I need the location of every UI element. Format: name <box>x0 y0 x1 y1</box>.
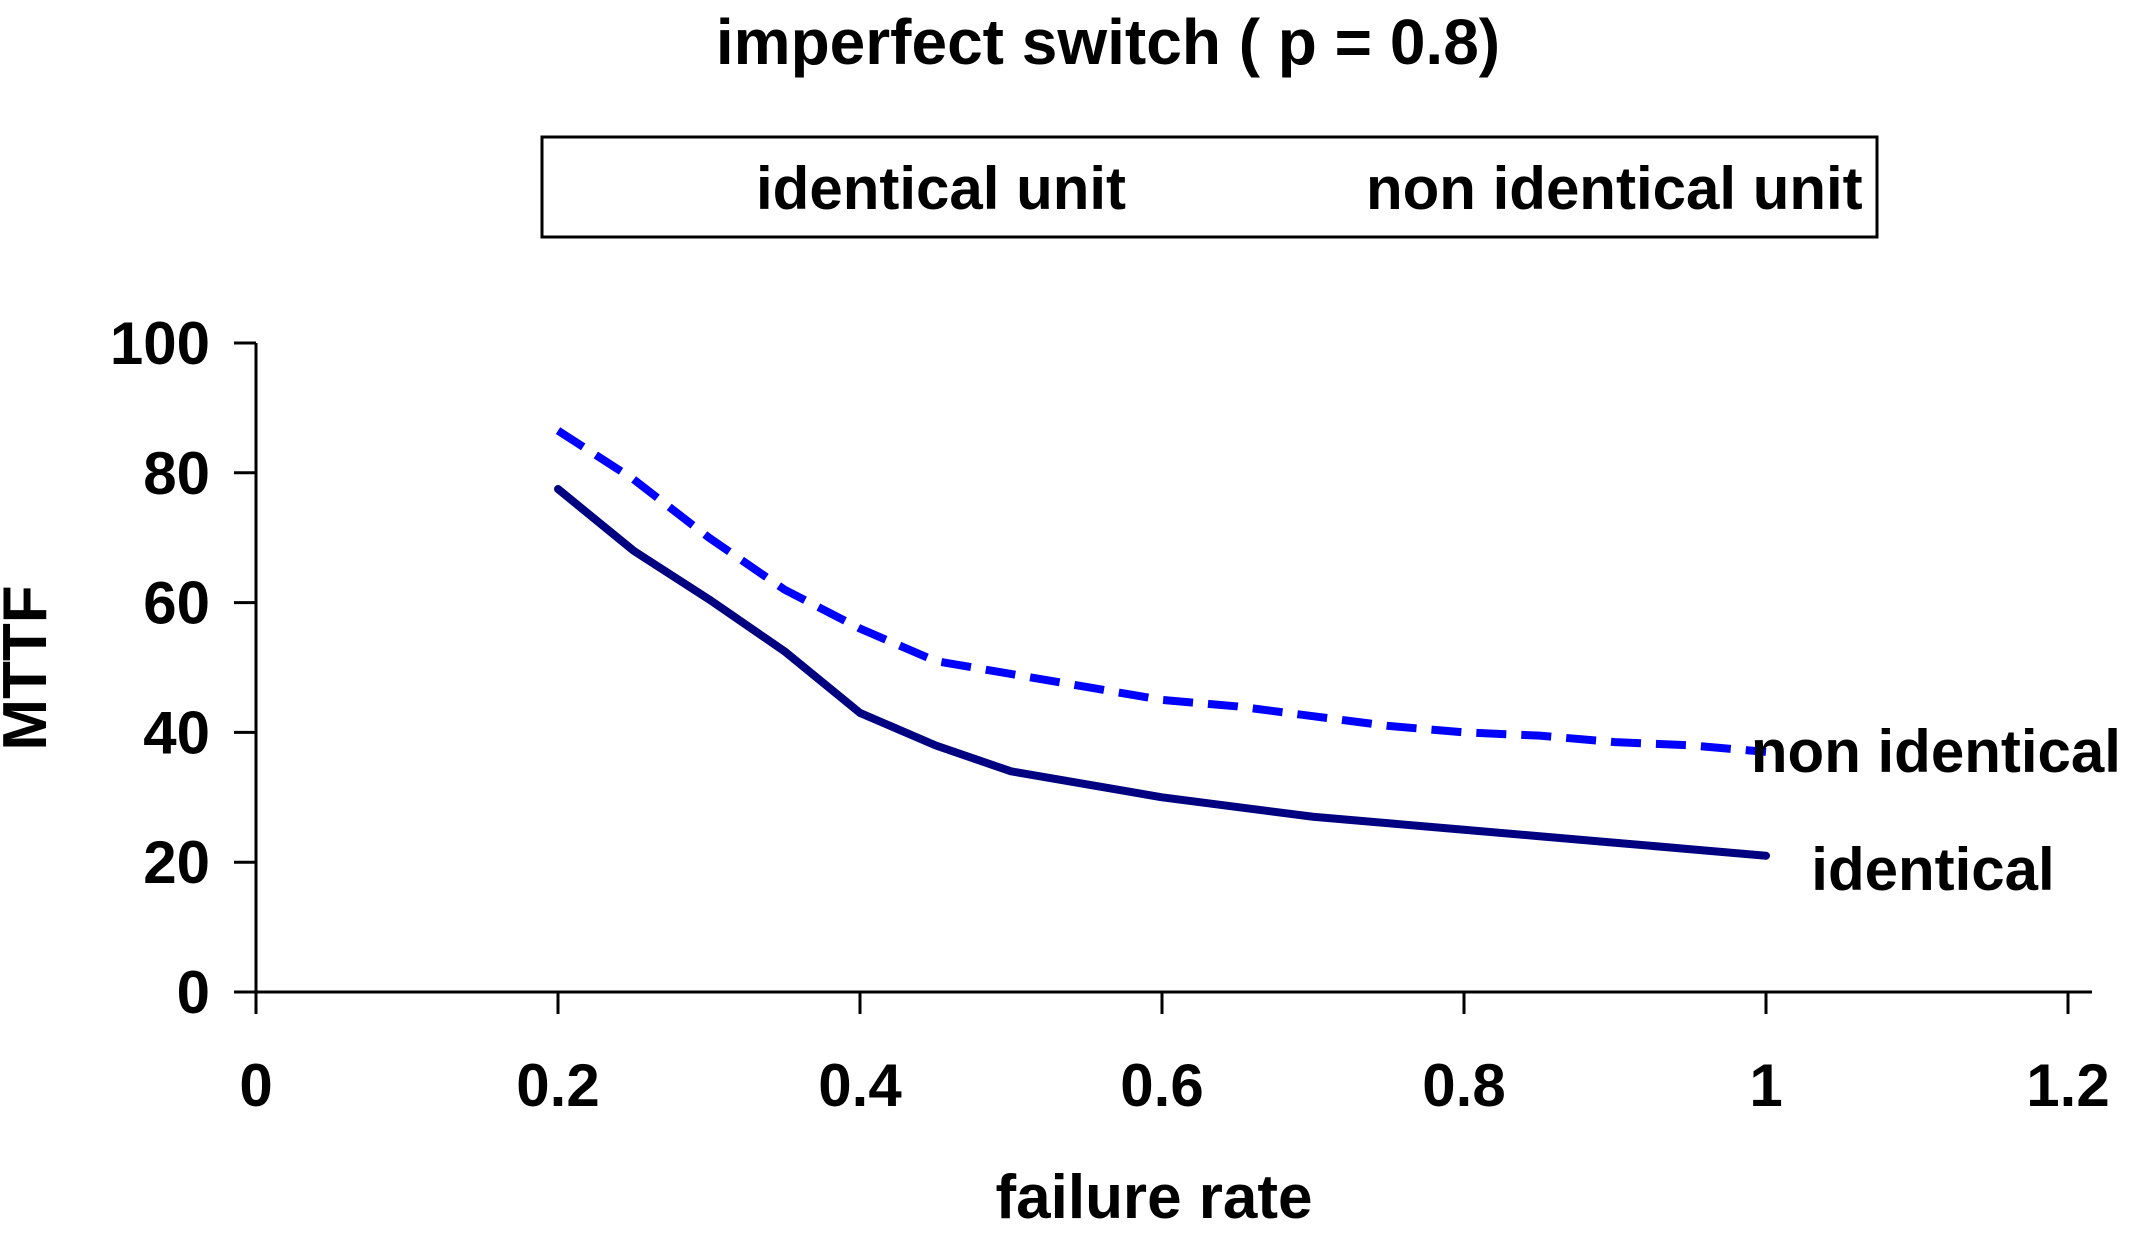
legend: identical unit non identical unit <box>540 135 1879 239</box>
x-axis-ticks: 0 0.2 0.4 0.6 0.8 1 1.2 <box>239 992 2110 1119</box>
y-tick-label: 100 <box>110 310 210 377</box>
x-tick-label: 0.6 <box>1120 1052 1203 1119</box>
y-axis-title: MTTF <box>0 585 60 750</box>
series-line-identical-unit <box>554 485 1770 860</box>
annotation-label: non identical <box>1751 718 2121 785</box>
series-line-non-identical-unit <box>555 427 1767 756</box>
chart-title: imperfect switch ( p = 0.8) <box>716 6 1500 78</box>
annotation-label: identical <box>1811 836 2054 903</box>
legend-label-identical-unit: identical unit <box>756 155 1126 222</box>
legend-label-non-identical-unit: non identical unit <box>1366 155 1863 222</box>
y-tick-label: 0 <box>177 959 210 1026</box>
y-tick-label: 40 <box>143 699 210 766</box>
x-tick-label: 0.2 <box>516 1052 599 1119</box>
legend-box <box>540 135 1879 239</box>
x-tick-label: 1.2 <box>2026 1052 2109 1119</box>
y-axis-ticks: 0 20 40 60 80 100 <box>110 310 256 1026</box>
curve-annotations: non identical identical <box>1751 718 2121 903</box>
x-tick-label: 1 <box>1749 1052 1782 1119</box>
x-axis-title: failure rate <box>995 1163 1312 1232</box>
y-tick-label: 80 <box>143 440 210 507</box>
y-tick-label: 60 <box>143 570 210 637</box>
data-series-curves <box>554 427 1770 860</box>
y-tick-label: 20 <box>143 829 210 896</box>
x-tick-label: 0 <box>239 1052 272 1119</box>
x-tick-label: 0.8 <box>1422 1052 1505 1119</box>
x-tick-label: 0.4 <box>818 1052 902 1119</box>
